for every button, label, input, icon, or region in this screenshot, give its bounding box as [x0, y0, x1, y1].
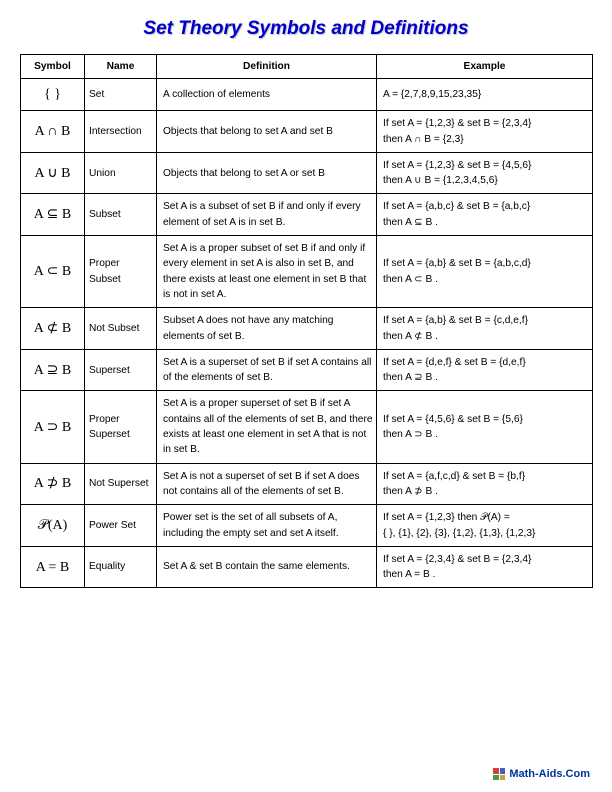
definition-cell: Power set is the set of all subsets of A… — [157, 505, 377, 547]
name-cell: Set — [85, 79, 157, 111]
definition-cell: Set A is not a superset of set B if set … — [157, 463, 377, 505]
col-header-name: Name — [85, 55, 157, 79]
footer-text: Math-Aids.Com — [509, 768, 590, 780]
table-row: A ∩ BIntersectionObjects that belong to … — [21, 111, 593, 153]
example-cell: If set A = {2,3,4} & set B = {2,3,4}then… — [377, 546, 593, 588]
name-cell: Intersection — [85, 111, 157, 153]
name-cell: Proper Superset — [85, 391, 157, 463]
definition-cell: Subset A does not have any matching elem… — [157, 308, 377, 350]
definition-cell: Set A is a superset of set B if set A co… — [157, 349, 377, 391]
definition-cell: A collection of elements — [157, 79, 377, 111]
table-row: { }SetA collection of elementsA = {2,7,8… — [21, 79, 593, 111]
symbol-cell: A ∩ B — [21, 111, 85, 153]
name-cell: Power Set — [85, 505, 157, 547]
name-cell: Subset — [85, 194, 157, 236]
example-cell: A = {2,7,8,9,15,23,35} — [377, 79, 593, 111]
name-cell: Superset — [85, 349, 157, 391]
example-cell: If set A = {a,b,c} & set B = {a,b,c}then… — [377, 194, 593, 236]
symbol-cell: A ⊅ B — [21, 463, 85, 505]
table-row: A = BEqualitySet A & set B contain the s… — [21, 546, 593, 588]
example-cell: If set A = {d,e,f} & set B = {d,e,f}then… — [377, 349, 593, 391]
example-cell: If set A = {4,5,6} & set B = {5,6}then A… — [377, 391, 593, 463]
definition-cell: Set A & set B contain the same elements. — [157, 546, 377, 588]
name-cell: Not Superset — [85, 463, 157, 505]
symbol-cell: 𝒫(A) — [21, 505, 85, 547]
table-row: 𝒫(A)Power SetPower set is the set of all… — [21, 505, 593, 547]
name-cell: Proper Subset — [85, 236, 157, 308]
table-header-row: Symbol Name Definition Example — [21, 55, 593, 79]
table-row: A ⊆ BSubsetSet A is a subset of set B if… — [21, 194, 593, 236]
example-cell: If set A = {1,2,3} & set B = {2,3,4}then… — [377, 111, 593, 153]
name-cell: Union — [85, 152, 157, 194]
table-row: A ⊇ BSupersetSet A is a superset of set … — [21, 349, 593, 391]
symbol-cell: A ∪ B — [21, 152, 85, 194]
table-row: A ⊄ BNot SubsetSubset A does not have an… — [21, 308, 593, 350]
table-row: A ⊅ BNot SupersetSet A is not a superset… — [21, 463, 593, 505]
col-header-definition: Definition — [157, 55, 377, 79]
footer: Math-Aids.Com — [493, 768, 590, 780]
col-header-symbol: Symbol — [21, 55, 85, 79]
name-cell: Not Subset — [85, 308, 157, 350]
symbol-cell: A ⊆ B — [21, 194, 85, 236]
definition-cell: Objects that belong to set A and set B — [157, 111, 377, 153]
definition-cell: Set A is a subset of set B if and only i… — [157, 194, 377, 236]
example-cell: If set A = {a,b} & set B = {c,d,e,f}then… — [377, 308, 593, 350]
table-row: A ⊃ BProper SupersetSet A is a proper su… — [21, 391, 593, 463]
symbols-table: Symbol Name Definition Example { }SetA c… — [20, 54, 593, 588]
table-row: A ∪ BUnionObjects that belong to set A o… — [21, 152, 593, 194]
symbol-cell: A = B — [21, 546, 85, 588]
example-cell: If set A = {1,2,3} & set B = {4,5,6}then… — [377, 152, 593, 194]
definition-cell: Set A is a proper subset of set B if and… — [157, 236, 377, 308]
definition-cell: Set A is a proper superset of set B if s… — [157, 391, 377, 463]
example-cell: If set A = {a,b} & set B = {a,b,c,d}then… — [377, 236, 593, 308]
symbol-cell: A ⊇ B — [21, 349, 85, 391]
symbol-cell: A ⊂ B — [21, 236, 85, 308]
page-title: Set Theory Symbols and Definitions — [20, 18, 592, 40]
symbol-cell: A ⊃ B — [21, 391, 85, 463]
example-cell: If set A = {1,2,3} then 𝒫(A) ={ }, {1}, … — [377, 505, 593, 547]
table-row: A ⊂ BProper SubsetSet A is a proper subs… — [21, 236, 593, 308]
definition-cell: Objects that belong to set A or set B — [157, 152, 377, 194]
footer-logo-icon — [493, 768, 505, 780]
symbol-cell: A ⊄ B — [21, 308, 85, 350]
example-cell: If set A = {a,f,c,d} & set B = {b,f}then… — [377, 463, 593, 505]
symbol-cell: { } — [21, 79, 85, 111]
col-header-example: Example — [377, 55, 593, 79]
name-cell: Equality — [85, 546, 157, 588]
